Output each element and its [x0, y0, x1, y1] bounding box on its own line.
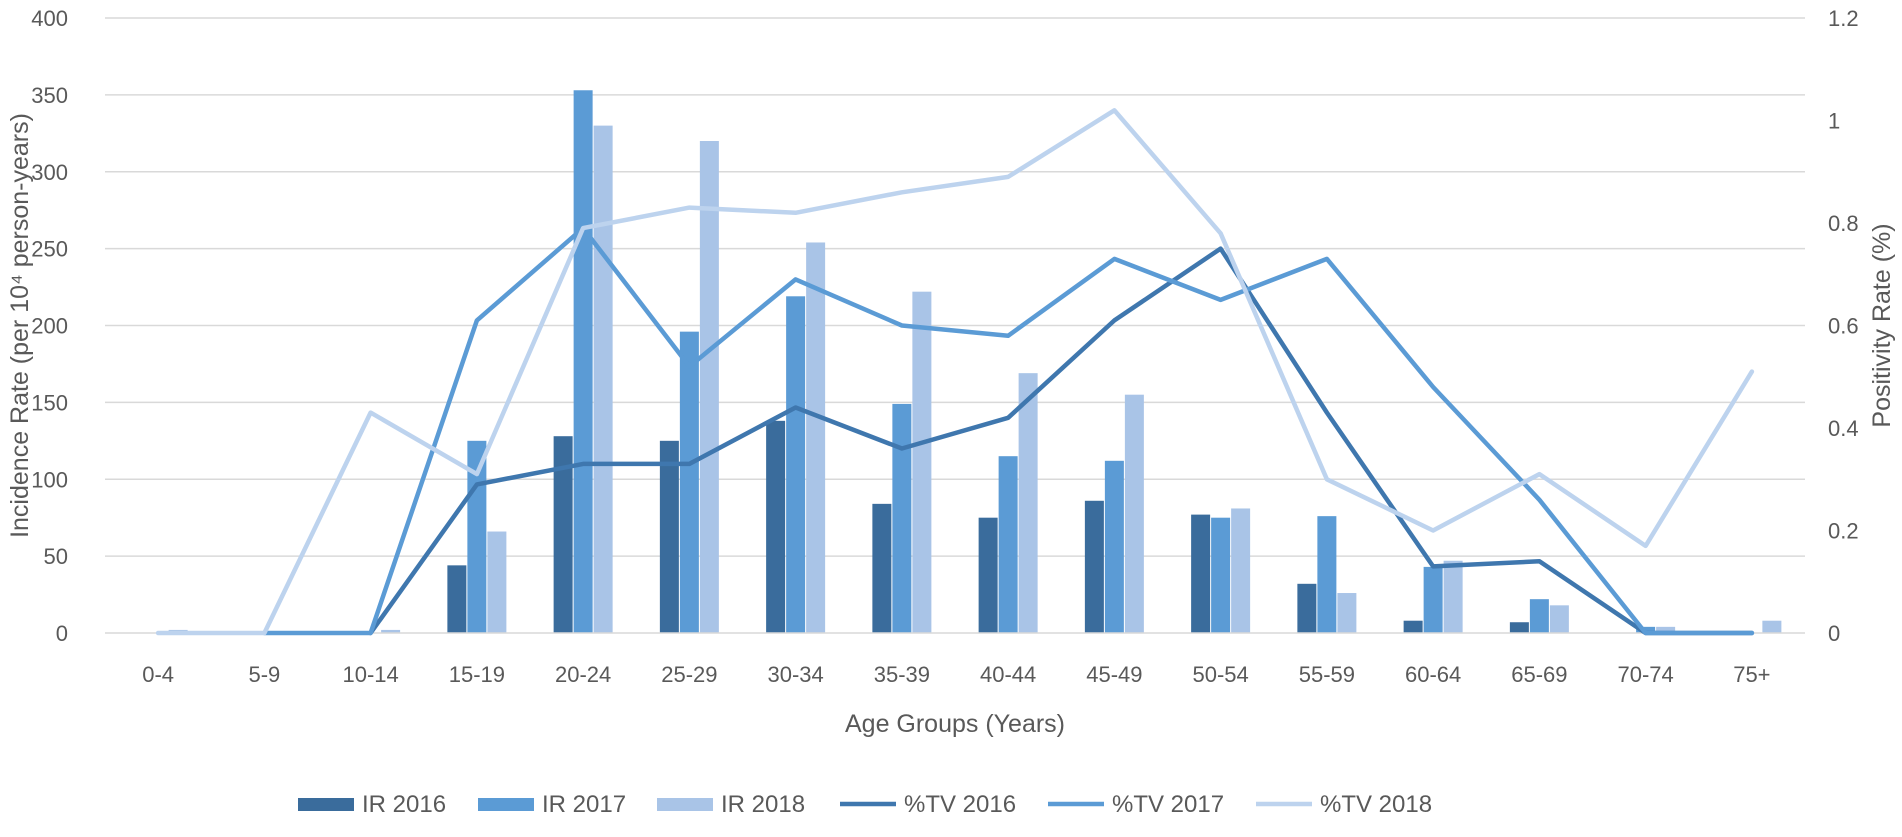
y-tick-label: 150: [31, 390, 68, 415]
x-tick-label: 55-59: [1299, 662, 1355, 687]
legend-label: IR 2018: [721, 791, 805, 818]
bar: [786, 296, 806, 633]
bar: [1297, 583, 1317, 633]
bar: [1337, 593, 1357, 633]
bar: [1529, 599, 1549, 633]
y-tick-label: 400: [31, 6, 68, 31]
y-tick-label: 100: [31, 467, 68, 492]
y2-tick-label: 1: [1828, 109, 1840, 134]
x-tick-label: 45-49: [1086, 662, 1142, 687]
x-tick-label: 65-69: [1511, 662, 1567, 687]
legend-label: %TV 2016: [904, 791, 1016, 818]
bar: [573, 90, 593, 633]
bar: [1191, 514, 1211, 633]
gridlines: [105, 17, 1805, 557]
tick-labels: 0 50 100 150 200 250 300 350 400 0 0.2 0.4 0.6 0.8 1 1.…: [31, 6, 1858, 687]
line-series-tv-2017: [262, 225, 1755, 636]
legend-item-ir-2018: IR 2018: [657, 791, 805, 818]
y-tick-label: 350: [31, 83, 68, 108]
x-tick-label: 50-54: [1192, 662, 1248, 687]
bar: [699, 141, 719, 633]
bar: [1231, 508, 1251, 633]
y2-tick-label: 0.6: [1828, 314, 1859, 339]
bar: [1423, 566, 1443, 633]
bar: [1104, 460, 1124, 633]
bar: [1124, 394, 1144, 633]
bar: [447, 565, 467, 633]
legend-label: %TV 2017: [1112, 791, 1224, 818]
bar: [1762, 620, 1782, 633]
bar: [381, 629, 401, 633]
legend-swatch: [657, 798, 713, 811]
bar-series-group: [168, 90, 1782, 633]
bar: [892, 403, 912, 633]
bar-series-ir-2016: [447, 420, 1529, 633]
y-axis-title: Incidence Rate (per 10⁴ person-years): [6, 113, 34, 538]
y2-tick-label: 0.4: [1828, 416, 1859, 441]
y2-tick-label: 0.2: [1828, 519, 1859, 544]
x-tick-label: 25-29: [661, 662, 717, 687]
y2-tick-label: 0: [1828, 621, 1840, 646]
legend-label: %TV 2018: [1320, 791, 1432, 818]
bar: [679, 331, 699, 633]
bar: [1211, 517, 1231, 633]
bar: [1549, 605, 1569, 633]
line-series-group: [155, 108, 1755, 636]
bar: [1018, 373, 1038, 633]
legend-item-ir-2016: IR 2016: [298, 791, 446, 818]
legend-item-tv-2018: %TV 2018: [1256, 791, 1432, 818]
x-tick-label: 60-64: [1405, 662, 1461, 687]
x-tick-label: 10-14: [342, 662, 398, 687]
y-tick-label: 200: [31, 314, 68, 339]
x-tick-label: 0-4: [142, 662, 174, 687]
bar: [872, 503, 892, 633]
bar: [487, 531, 507, 633]
x-tick-label: 5-9: [248, 662, 280, 687]
bar: [766, 420, 786, 633]
bar: [806, 242, 826, 633]
bar: [1509, 622, 1529, 633]
line-series-tv-2018: [155, 108, 1755, 636]
legend-swatch: [478, 798, 534, 811]
y-tick-label: 300: [31, 160, 68, 185]
x-tick-label: 35-39: [874, 662, 930, 687]
y-tick-label: 50: [44, 544, 68, 569]
bar: [998, 456, 1018, 633]
x-tick-label: 20-24: [555, 662, 611, 687]
legend-item-ir-2017: IR 2017: [478, 791, 626, 818]
y2-tick-label: 1.2: [1828, 6, 1859, 31]
legend-item-tv-2017: %TV 2017: [1048, 791, 1224, 818]
legend-label: IR 2017: [542, 791, 626, 818]
legend: IR 2016 IR 2017 IR 2018 %TV 2016 %TV 2017 %TV…: [298, 791, 1432, 818]
bar: [978, 517, 998, 633]
bar: [659, 440, 679, 633]
legend-label: IR 2016: [362, 791, 446, 818]
bar: [912, 291, 932, 633]
bar-series-ir-2017: [467, 90, 1656, 633]
bar: [1443, 560, 1463, 633]
bar: [1084, 500, 1104, 633]
bar: [593, 125, 613, 633]
x-tick-label: 70-74: [1617, 662, 1673, 687]
line-series-tv-2016: [368, 246, 1755, 636]
y-tick-label: 0: [56, 621, 68, 646]
bar: [1317, 516, 1337, 633]
y2-tick-label: 0.8: [1828, 211, 1859, 236]
x-tick-label: 30-34: [767, 662, 823, 687]
y2-axis-title: Positivity Rate (%): [1868, 223, 1896, 427]
x-tick-label: 15-19: [449, 662, 505, 687]
bar-series-ir-2018: [168, 125, 1782, 633]
bar: [553, 436, 573, 633]
bar: [1403, 620, 1423, 633]
bar: [1656, 626, 1676, 633]
x-tick-label: 40-44: [980, 662, 1036, 687]
x-axis-title: Age Groups (Years): [845, 710, 1065, 738]
x-tick-label: 75+: [1733, 662, 1770, 687]
legend-item-tv-2016: %TV 2016: [840, 791, 1016, 818]
legend-swatch: [298, 798, 354, 811]
y-tick-label: 250: [31, 237, 68, 262]
